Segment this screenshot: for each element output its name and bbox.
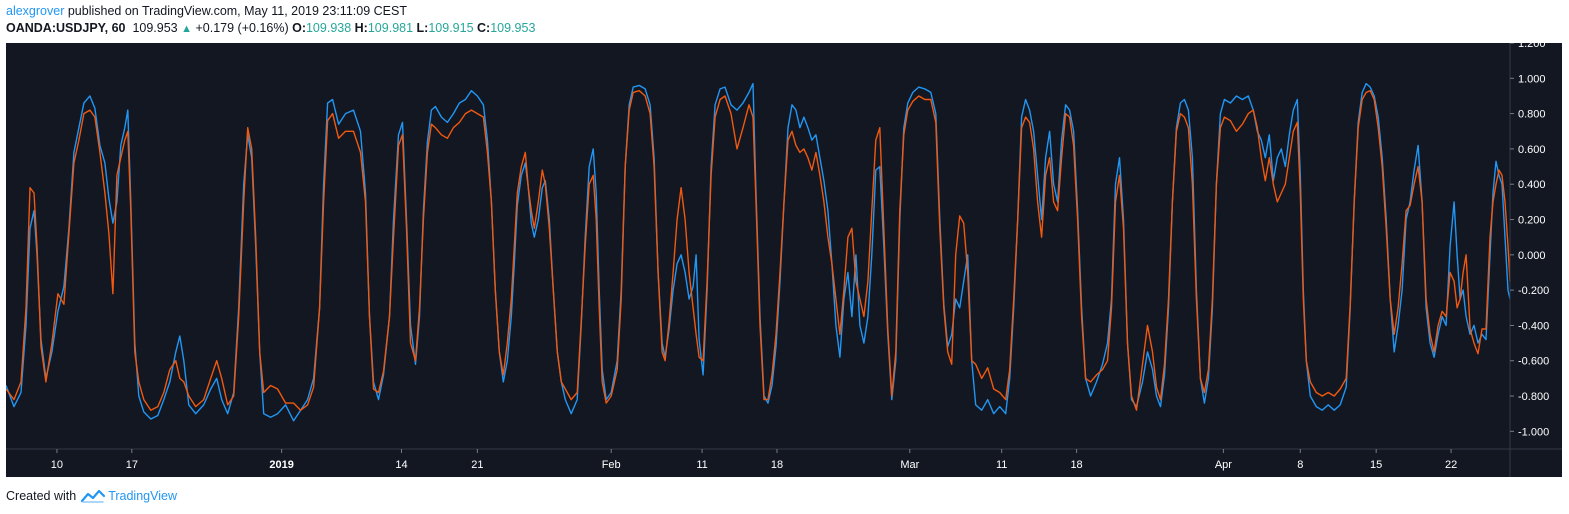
x-tick-label: 15 [1370,459,1382,471]
y-tick-label: -0.200 [1518,285,1549,297]
high-value: 109.981 [367,21,414,35]
symbol-label: OANDA:USDJPY, 60 [6,21,126,35]
x-tick-label: Mar [900,459,919,471]
last-price: 109.953 [132,21,178,35]
chart-svg[interactable]: 1.200 1.000 0.800 0.600 0.400 0.200 0.000 -0.20… [6,43,1562,477]
x-tick-label: 10 [51,459,63,471]
y-tick-label: 0.200 [1518,215,1546,227]
y-tick-label: -1.000 [1518,426,1549,438]
x-tick-label: 22 [1445,459,1457,471]
x-tick-label: 18 [771,459,783,471]
chart-container[interactable]: 1.200 1.000 0.800 0.600 0.400 0.200 0.000 -0.20… [6,43,1562,477]
up-arrow-icon: ▲ [181,23,192,35]
close-value: 109.953 [490,21,536,35]
open-value: 109.938 [305,21,352,35]
x-tick-label: 18 [1070,459,1082,471]
x-tick-label: 17 [126,459,138,471]
y-tick-label: 0.800 [1518,109,1546,121]
y-tick-label: -0.400 [1518,320,1549,332]
published-text: published on TradingView.com, May 11, 20… [67,4,407,18]
x-tick-label: 8 [1297,459,1303,471]
price-change: +0.179 (+0.16%) [195,21,289,35]
y-tick-label: 1.200 [1518,43,1546,50]
x-tick-label: 14 [395,459,407,471]
high-label: H: [354,21,368,35]
time-axis[interactable]: 10 17 2019 14 21 Feb 11 18 Mar 11 18 Apr 8 15 22 [51,449,1457,471]
open-label: O: [292,21,306,35]
y-tick-label: 0.000 [1518,250,1546,262]
series-line-0 [6,82,1511,422]
x-tick-label: 11 [996,459,1007,471]
y-tick-label: 0.400 [1518,179,1546,191]
author-link[interactable]: alexgrover [6,4,65,18]
x-tick-label: 2019 [269,459,293,471]
y-tick-label: 1.000 [1518,73,1546,85]
low-value: 109.915 [428,21,474,35]
low-label: L: [416,21,429,35]
tradingview-cloud-icon [81,489,106,503]
y-tick-label: -0.800 [1518,391,1549,403]
publish-info: alexgrover published on TradingView.com,… [6,4,407,18]
symbol-info: OANDA:USDJPY, 60 109.953 ▲ +0.179 (+0.16… [6,21,535,35]
series-line-1 [6,90,1511,411]
x-tick-label: Apr [1215,459,1232,471]
y-tick-label: -0.600 [1518,356,1549,368]
x-tick-label: Feb [602,459,621,471]
close-label: C: [477,21,491,35]
x-tick-label: 21 [471,459,483,471]
y-tick-label: 0.600 [1518,144,1546,156]
plot-area [6,82,1511,422]
created-with-text: Created with [6,489,77,503]
x-tick-label: 11 [696,459,707,471]
chart-background [6,43,1562,477]
price-axis[interactable]: 1.200 1.000 0.800 0.600 0.400 0.200 0.000 -0.20… [1510,43,1549,438]
tradingview-brand-link[interactable]: TradingView [108,489,177,503]
footer: Created with TradingView [6,489,177,503]
